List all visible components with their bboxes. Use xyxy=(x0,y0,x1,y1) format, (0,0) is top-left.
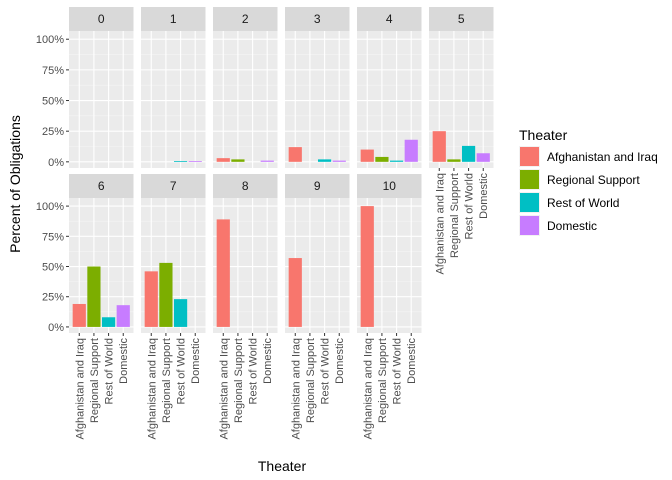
bar-panel-4-afghanistan-and-iraq xyxy=(360,149,374,162)
legend-entry-label: Regional Support xyxy=(547,173,640,187)
facet-label: 7 xyxy=(170,179,177,193)
bar-panel-7-rest-of-world xyxy=(173,299,188,327)
bar-panel-3-rest-of-world xyxy=(317,159,332,162)
facet-label: 0 xyxy=(98,12,105,26)
x-tick-label: Regional Support xyxy=(449,173,461,258)
x-axis-title: Theater xyxy=(258,458,307,474)
bar-panel-6-regional-support xyxy=(87,266,101,327)
x-tick-label: Afghanistan and Iraq xyxy=(362,338,374,440)
facet-label: 3 xyxy=(314,12,321,26)
facet-label: 9 xyxy=(314,179,321,193)
x-tick-label: Rest of World xyxy=(464,173,476,239)
bar-panel-7-regional-support xyxy=(159,262,173,327)
facet-label: 10 xyxy=(383,179,397,193)
bar-panel-5-domestic xyxy=(476,153,490,162)
facet-strip xyxy=(285,7,350,31)
x-tick-label: Afghanistan and Iraq xyxy=(218,338,230,440)
facet-strip xyxy=(285,174,350,198)
facet-label: 2 xyxy=(242,12,249,26)
y-tick-label: 25% xyxy=(42,292,64,304)
facet-strip xyxy=(213,174,278,198)
legend-key-swatch xyxy=(520,193,539,212)
bar-panel-6-rest-of-world xyxy=(101,317,116,327)
y-tick-label: 50% xyxy=(42,96,64,108)
facet-label: 6 xyxy=(98,179,105,193)
facet-strip xyxy=(429,7,494,31)
x-tick-label: Domestic xyxy=(118,338,130,384)
y-tick-label: 50% xyxy=(42,262,64,274)
x-tick-label: Regional Support xyxy=(305,338,317,423)
facet-strip xyxy=(213,7,278,31)
x-tick-label: Rest of World xyxy=(176,338,188,404)
y-tick-label: 100% xyxy=(36,34,64,46)
y-axis-title: Percent of Obligations xyxy=(7,115,23,253)
facet-label: 4 xyxy=(386,12,393,26)
bar-panel-6-afghanistan-and-iraq xyxy=(72,303,86,327)
x-tick-label: Rest of World xyxy=(392,338,404,404)
bar-panel-2-domestic xyxy=(260,160,274,162)
facet-strip xyxy=(357,7,422,31)
bar-panel-5-rest-of-world xyxy=(461,145,476,162)
panel-background xyxy=(69,31,134,168)
bar-panel-9-afghanistan-and-iraq xyxy=(288,258,302,327)
x-tick-label: Domestic xyxy=(190,338,202,384)
legend-entry-label: Rest of World xyxy=(547,196,619,210)
bar-panel-6-domestic xyxy=(116,305,130,327)
x-tick-label: Domestic xyxy=(478,173,490,219)
facet-strip xyxy=(141,174,206,198)
y-tick-label: 75% xyxy=(42,65,64,77)
x-tick-label: Afghanistan and Iraq xyxy=(146,338,158,440)
bar-panel-2-afghanistan-and-iraq xyxy=(216,158,230,162)
bar-panel-4-regional-support xyxy=(375,156,389,162)
bar-panel-5-afghanistan-and-iraq xyxy=(432,131,446,162)
panel-background xyxy=(141,31,206,168)
facet-strip xyxy=(69,7,134,31)
x-tick-label: Rest of World xyxy=(320,338,332,404)
x-tick-label: Afghanistan and Iraq xyxy=(74,338,86,440)
x-tick-label: Domestic xyxy=(406,338,418,384)
facet-label: 5 xyxy=(458,12,465,26)
panel-background xyxy=(213,31,278,168)
x-tick-label: Domestic xyxy=(334,338,346,384)
x-tick-label: Regional Support xyxy=(377,338,389,423)
bar-panel-3-afghanistan-and-iraq xyxy=(288,147,302,162)
legend-key-swatch xyxy=(520,216,539,235)
facet-strip xyxy=(69,174,134,198)
bar-panel-3-domestic xyxy=(332,160,346,162)
x-tick-label: Domestic xyxy=(262,338,274,384)
bar-panel-1-domestic xyxy=(188,161,202,163)
y-tick-label: 0% xyxy=(48,157,64,169)
x-tick-label: Regional Support xyxy=(161,338,173,423)
bar-panel-4-rest-of-world xyxy=(389,160,404,162)
legend-entry-label: Domestic xyxy=(547,219,597,233)
y-tick-label: 100% xyxy=(36,201,64,213)
legend-title: Theater xyxy=(519,127,568,143)
facet-label: 8 xyxy=(242,179,249,193)
x-tick-label: Afghanistan and Iraq xyxy=(290,338,302,440)
y-tick-label: 75% xyxy=(42,231,64,243)
bar-panel-5-regional-support xyxy=(447,159,461,162)
bar-panel-8-afghanistan-and-iraq xyxy=(216,219,230,327)
facet-strip xyxy=(141,7,206,31)
legend-entry-label: Afghanistan and Iraq xyxy=(547,150,658,164)
bar-panel-7-afghanistan-and-iraq xyxy=(144,271,158,327)
x-tick-label: Regional Support xyxy=(233,338,245,423)
bar-panel-4-domestic xyxy=(404,139,418,162)
x-tick-label: Regional Support xyxy=(89,338,101,423)
legend-key-swatch xyxy=(520,170,539,189)
x-tick-label: Rest of World xyxy=(248,338,260,404)
facet-strip xyxy=(357,174,422,198)
bar-panel-1-rest-of-world xyxy=(173,161,188,163)
legend-key-swatch xyxy=(520,147,539,166)
bar-panel-10-afghanistan-and-iraq xyxy=(360,206,374,327)
x-tick-label: Rest of World xyxy=(104,338,116,404)
facet-label: 1 xyxy=(170,12,177,26)
y-tick-label: 0% xyxy=(48,322,64,334)
y-tick-label: 25% xyxy=(42,126,64,138)
x-tick-label: Afghanistan and Iraq xyxy=(434,173,446,275)
bar-panel-2-regional-support xyxy=(231,159,245,162)
